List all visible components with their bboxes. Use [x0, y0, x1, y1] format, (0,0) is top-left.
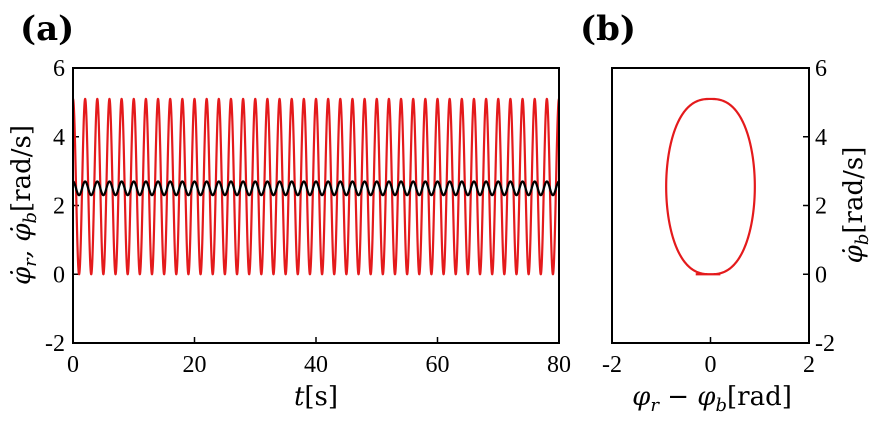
- panel-label-a: (a): [20, 9, 74, 49]
- panel-a-frame: [72, 67, 560, 344]
- panel-b-series-line-0: [665, 97, 756, 276]
- panel-b-xtick-label: -2: [602, 352, 622, 378]
- panel-b-ytick-label: 0: [815, 262, 827, 288]
- panel-a-xlabel: t[s]: [294, 382, 338, 412]
- panel-b-series: [665, 97, 756, 276]
- panel-a-ytick-label: 2: [53, 194, 65, 220]
- panel-a-xtick-label: 80: [547, 352, 571, 378]
- panel-a-xtick-label: 60: [426, 352, 450, 378]
- panel-b-xtick-label: 2: [803, 352, 815, 378]
- panel-b-frame: [611, 67, 810, 344]
- panel-b-ytick-label: 6: [815, 56, 827, 82]
- panel-label-b: (b): [580, 9, 636, 49]
- panel-a-xtick-label: 20: [183, 352, 207, 378]
- panel-a-ylabel: φ̇r, φ̇b[rad/s]: [7, 125, 41, 285]
- panel-b-ytick-label: 2: [815, 194, 827, 220]
- panel-a-ytick-label: 0: [53, 262, 65, 288]
- panel-a-series: [72, 97, 560, 276]
- panel-b-ytick-label: 4: [815, 125, 827, 151]
- panel-a-series-line-0: [72, 97, 560, 276]
- panel-b-ylabel: φ̇b[rad/s]: [839, 147, 873, 264]
- panel-a-xtick-label: 0: [67, 352, 79, 378]
- panel-a-ytick-label: 6: [53, 56, 65, 82]
- panel-b-ytick-label: -2: [815, 331, 835, 357]
- panel-b-xlabel: φr − φb[rad]: [632, 382, 792, 416]
- panel-a-ytick-label: 4: [53, 125, 65, 151]
- panel-a-series-line-1: [72, 180, 560, 197]
- panel-a-xtick-label: 40: [304, 352, 328, 378]
- panel-b-xtick-label: 0: [705, 352, 717, 378]
- panel-a-ytick-label: -2: [45, 331, 65, 357]
